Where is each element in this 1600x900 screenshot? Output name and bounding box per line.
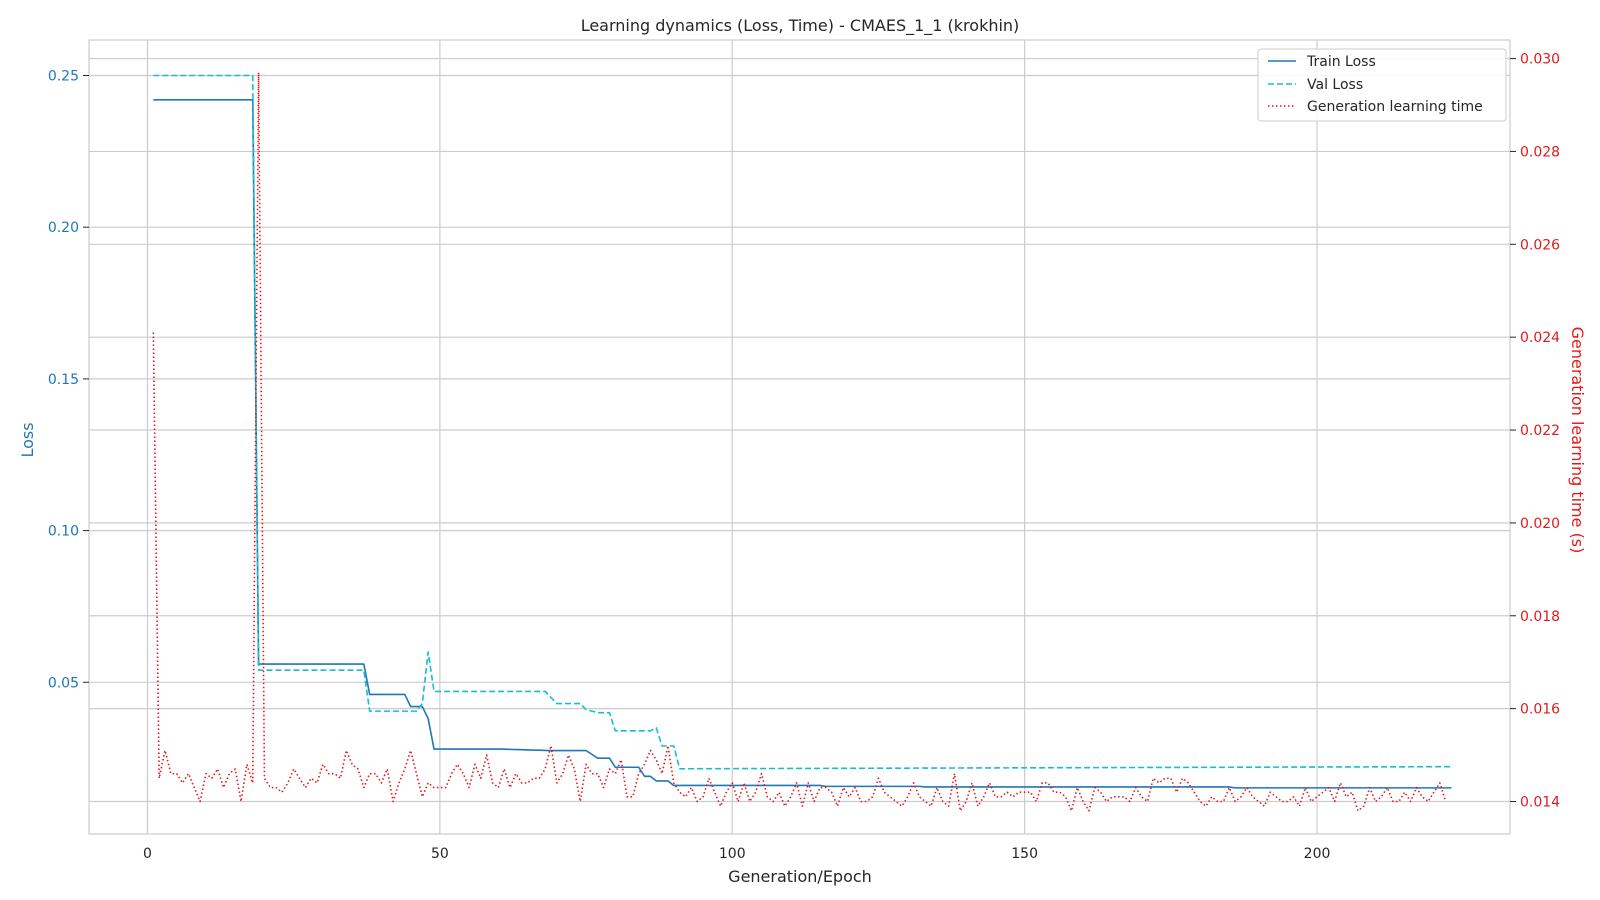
plot-frame: [88, 39, 1511, 835]
series-line-generation-learning-time: [152, 71, 1447, 812]
series-line-train-loss: [153, 98, 1452, 789]
series-layer: [152, 71, 1452, 812]
legend-box: [1257, 48, 1507, 122]
grid-lines: [89, 40, 1510, 834]
y-right-tick-label: 0.024: [1520, 330, 1560, 346]
y-right-tick-label: 0.030: [1520, 52, 1560, 68]
y-right-tick-label: 0.020: [1520, 516, 1560, 532]
y-left-tick-label: 0.10: [48, 524, 79, 540]
x-tick-label: 50: [431, 846, 449, 862]
tick-labels: 0 50 100 150 200 0.05 0.10 0.15 0.20 0.25 0.014 0.0…: [48, 52, 1560, 862]
legend-label-val-loss: Val Loss: [1307, 77, 1363, 93]
y-right-tick-label: 0.018: [1520, 609, 1560, 625]
y-right-tick-label: 0.026: [1520, 237, 1560, 253]
x-tick-label: 100: [719, 846, 746, 862]
chart-title: Learning dynamics (Loss, Time) - CMAES_1…: [581, 16, 1020, 36]
y-left-tick-label: 0.15: [48, 372, 79, 388]
y-right-tick-label: 0.014: [1520, 794, 1560, 810]
y-right-tick-label: 0.028: [1520, 144, 1560, 160]
y-right-tick-label: 0.016: [1520, 702, 1560, 718]
legend: Train Loss Val Loss Generation learning …: [1257, 48, 1507, 122]
y-axis-left-label: Loss: [18, 422, 37, 457]
legend-label-train-loss: Train Loss: [1306, 54, 1376, 70]
y-left-tick-label: 0.05: [48, 675, 79, 691]
x-tick-label: 200: [1304, 846, 1331, 862]
x-axis-label: Generation/Epoch: [728, 867, 872, 886]
y-right-tick-label: 0.022: [1520, 423, 1560, 439]
x-tick-label: 0: [143, 846, 152, 862]
y-axis-right-label: Generation learning time (s): [1568, 327, 1587, 554]
x-tick-label: 150: [1011, 846, 1038, 862]
series-line-val-loss: [153, 74, 1452, 770]
y-left-tick-label: 0.20: [48, 220, 79, 236]
legend-label-generation-time: Generation learning time: [1307, 99, 1483, 115]
y-left-tick-label: 0.25: [48, 68, 79, 84]
